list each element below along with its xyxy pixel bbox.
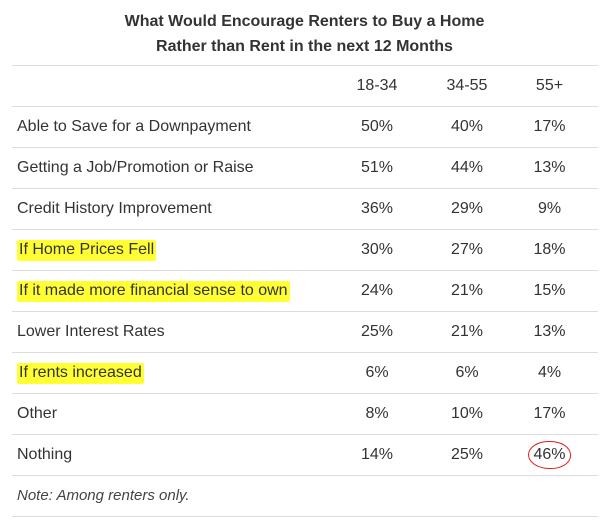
cell-value: 6% xyxy=(455,364,479,381)
cell-value: 17% xyxy=(533,118,566,135)
value-cell-18-34: 50% xyxy=(332,107,422,147)
cell-value: 21% xyxy=(450,282,484,299)
value-cell-34-55: 27% xyxy=(422,230,512,270)
value-cell-55-plus: 4% xyxy=(507,353,592,393)
value-cell-18-34: 6% xyxy=(332,353,422,393)
table-row: If it made more financial sense to own 24… xyxy=(12,270,598,311)
value-cell-55-plus: 46% xyxy=(507,435,592,475)
row-label: Able to Save for a Downpayment xyxy=(17,107,251,147)
cell-value: 40% xyxy=(450,118,484,135)
cell-value: 13% xyxy=(533,323,566,340)
cell-value: 18% xyxy=(533,241,566,258)
value-cell-18-34: 30% xyxy=(332,230,422,270)
row-label: If rents increased xyxy=(17,353,144,393)
value-cell-55-plus: 13% xyxy=(507,312,592,352)
cell-value: 27% xyxy=(450,241,484,258)
cell-value: 6% xyxy=(365,364,389,381)
cell-value: 44% xyxy=(450,159,484,176)
column-header-18-34: 18-34 xyxy=(356,77,398,94)
value-cell-55-plus: 17% xyxy=(507,394,592,434)
table-row: Lower Interest Rates 25% 21% 13% xyxy=(12,311,598,352)
value-cell-34-55: 25% xyxy=(422,435,512,475)
row-label: Getting a Job/Promotion or Raise xyxy=(17,148,254,188)
table-body: Able to Save for a Downpayment 50% 40% 17% G… xyxy=(12,106,598,475)
cell-value: 36% xyxy=(360,200,394,217)
cell-value: 30% xyxy=(360,241,394,258)
value-cell-34-55: 6% xyxy=(422,353,512,393)
cell-value: 4% xyxy=(537,364,562,381)
cell-value: 17% xyxy=(533,405,566,422)
label-text: Other xyxy=(17,405,58,422)
value-cell-18-34: 36% xyxy=(332,189,422,229)
highlighted-label-text: If it made more financial sense to own xyxy=(17,281,290,302)
value-cell-55-plus: 13% xyxy=(507,148,592,188)
value-cell-55-plus: 15% xyxy=(507,271,592,311)
value-cell-34-55: 21% xyxy=(422,312,512,352)
table-row: Other 8% 10% 17% xyxy=(12,393,598,434)
cell-value: 14% xyxy=(360,446,394,463)
label-text: Able to Save for a Downpayment xyxy=(17,118,251,135)
column-header-55-plus: 55+ xyxy=(535,77,564,94)
table-row: If Home Prices Fell 30% 27% 18% xyxy=(12,229,598,270)
highlighted-label-text: If Home Prices Fell xyxy=(17,240,157,261)
row-label: If Home Prices Fell xyxy=(17,230,157,270)
cell-value: 10% xyxy=(450,405,484,422)
label-text: Getting a Job/Promotion or Raise xyxy=(17,159,254,176)
cell-value: 9% xyxy=(537,200,562,217)
cell-value: 21% xyxy=(450,323,484,340)
title-line-1: What Would Encourage Renters to Buy a Ho… xyxy=(124,13,485,30)
value-cell-34-55: 29% xyxy=(422,189,512,229)
value-cell-34-55: 21% xyxy=(422,271,512,311)
value-cell-34-55: 44% xyxy=(422,148,512,188)
value-cell-18-34: 25% xyxy=(332,312,422,352)
value-cell-34-55: 10% xyxy=(422,394,512,434)
table-title: What Would Encourage Renters to Buy a Ho… xyxy=(0,9,609,59)
label-text: Nothing xyxy=(17,446,73,463)
table-row: Able to Save for a Downpayment 50% 40% 17% xyxy=(12,106,598,147)
value-cell-55-plus: 18% xyxy=(507,230,592,270)
cell-value: 24% xyxy=(360,282,394,299)
value-cell-55-plus: 9% xyxy=(507,189,592,229)
note-row: Note: Among renters only. xyxy=(12,475,598,517)
circled-value: 46% xyxy=(528,441,571,469)
row-label: Other xyxy=(17,394,57,434)
label-text: Lower Interest Rates xyxy=(17,323,165,340)
title-line-2: Rather than Rent in the next 12 Months xyxy=(156,38,453,55)
highlighted-label-text: If rents increased xyxy=(17,363,144,384)
row-label: If it made more financial sense to own xyxy=(17,271,290,311)
table-row: If rents increased 6% 6% 4% xyxy=(12,352,598,393)
cell-value: 51% xyxy=(360,159,394,176)
row-label: Lower Interest Rates xyxy=(17,312,165,352)
value-cell-18-34: 51% xyxy=(332,148,422,188)
cell-value: 8% xyxy=(365,405,389,422)
column-header-34-55: 34-55 xyxy=(446,77,488,94)
table-note: Note: Among renters only. xyxy=(17,487,190,504)
table-row: Nothing 14% 25% 46% xyxy=(12,434,598,475)
cell-value: 29% xyxy=(450,200,484,217)
row-label: Nothing xyxy=(17,435,72,475)
row-label: Credit History Improvement xyxy=(17,189,212,229)
value-cell-18-34: 8% xyxy=(332,394,422,434)
value-cell-18-34: 24% xyxy=(332,271,422,311)
cell-value: 25% xyxy=(450,446,484,463)
survey-table: 18-34 34-55 55+ Able to Save for a Downp… xyxy=(12,65,598,517)
cell-value: 25% xyxy=(360,323,394,340)
header-row: 18-34 34-55 55+ xyxy=(12,65,598,106)
table-row: Credit History Improvement 36% 29% 9% xyxy=(12,188,598,229)
value-cell-18-34: 14% xyxy=(332,435,422,475)
value-cell-55-plus: 17% xyxy=(507,107,592,147)
label-text: Credit History Improvement xyxy=(17,200,212,217)
table-row: Getting a Job/Promotion or Raise 51% 44% 13… xyxy=(12,147,598,188)
cell-value: 50% xyxy=(360,118,394,135)
value-cell-34-55: 40% xyxy=(422,107,512,147)
cell-value: 15% xyxy=(533,282,566,299)
cell-value: 13% xyxy=(533,159,566,176)
